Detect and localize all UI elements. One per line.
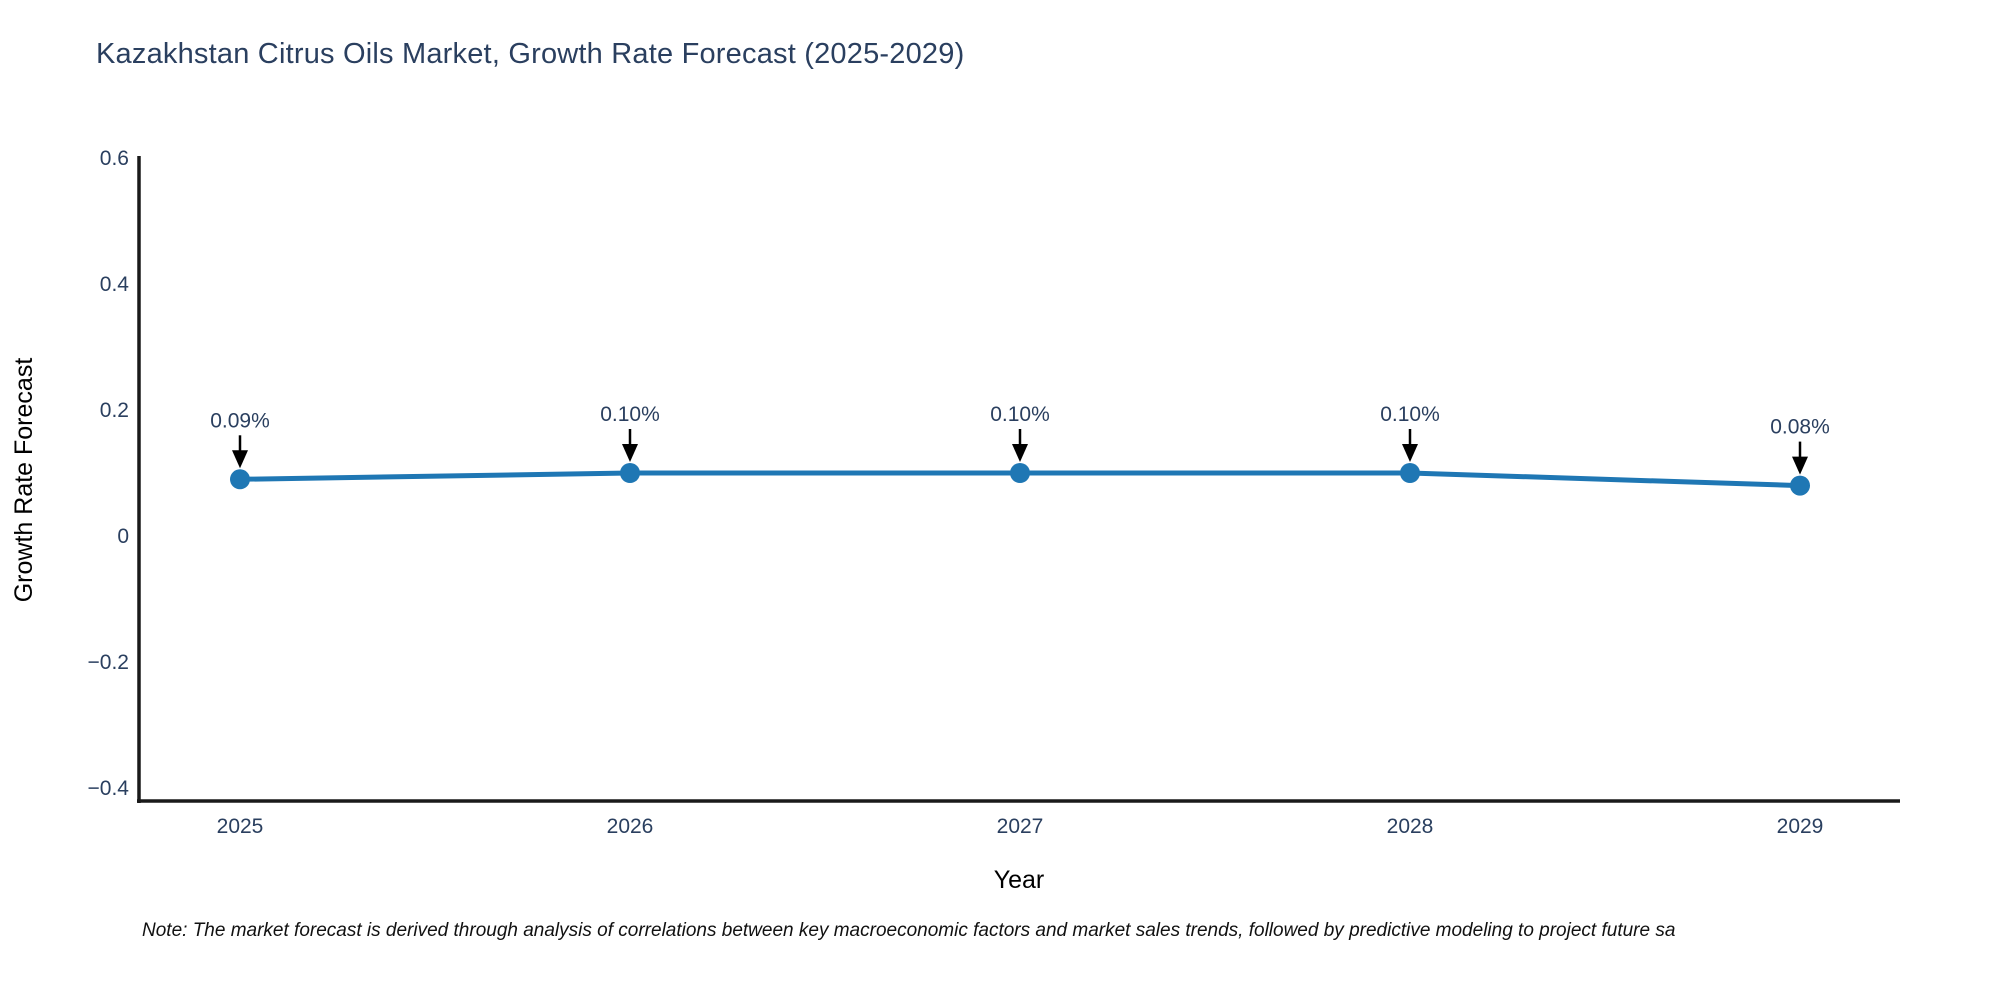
annotation-arrowhead-icon	[1402, 444, 1418, 462]
data-point-marker[interactable]	[230, 469, 250, 490]
chart-title: Kazakhstan Citrus Oils Market, Growth Ra…	[96, 38, 965, 70]
point-value-label: 0.10%	[1380, 403, 1440, 426]
x-axis-title: Year	[994, 866, 1045, 894]
footnote: Note: The market forecast is derived thr…	[142, 920, 1676, 941]
y-tick-label: −0.4	[88, 777, 130, 800]
point-value-label: 0.10%	[600, 403, 660, 426]
x-tick-label: 2028	[1387, 815, 1434, 838]
x-tick-label: 2027	[997, 815, 1044, 838]
annotation-arrowhead-icon	[1012, 444, 1028, 462]
y-tick-label: 0	[117, 525, 129, 548]
point-value-label: 0.08%	[1770, 416, 1830, 439]
x-axis-tick-labels: 2025 2026 2027 2028 2029	[217, 815, 1824, 838]
data-point-marker[interactable]	[620, 463, 640, 483]
series-growth-rate	[230, 463, 1810, 496]
point-annotations: 0.09% 0.10% 0.10% 0.10% 0.08%	[210, 403, 1830, 475]
x-tick-label: 2026	[607, 815, 654, 838]
annotation-arrowhead-icon	[622, 444, 638, 462]
annotation-arrowhead-icon	[1792, 456, 1808, 475]
x-tick-label: 2029	[1777, 815, 1824, 838]
y-tick-label: 0.6	[100, 147, 129, 170]
y-axis-tick-labels: 0.6 0.4 0.2 0 −0.2 −0.4	[88, 147, 130, 800]
point-value-label: 0.10%	[990, 403, 1050, 426]
y-tick-label: 0.4	[100, 273, 130, 296]
data-point-marker[interactable]	[1790, 475, 1810, 496]
y-axis-title: Growth Rate Forecast	[10, 358, 38, 603]
data-point-marker[interactable]	[1010, 463, 1030, 483]
annotation-arrowhead-icon	[232, 450, 248, 469]
y-tick-label: −0.2	[88, 651, 129, 674]
point-value-label: 0.09%	[210, 409, 270, 432]
y-tick-label: 0.2	[100, 399, 129, 422]
data-point-marker[interactable]	[1400, 463, 1420, 483]
x-tick-label: 2025	[217, 815, 264, 838]
